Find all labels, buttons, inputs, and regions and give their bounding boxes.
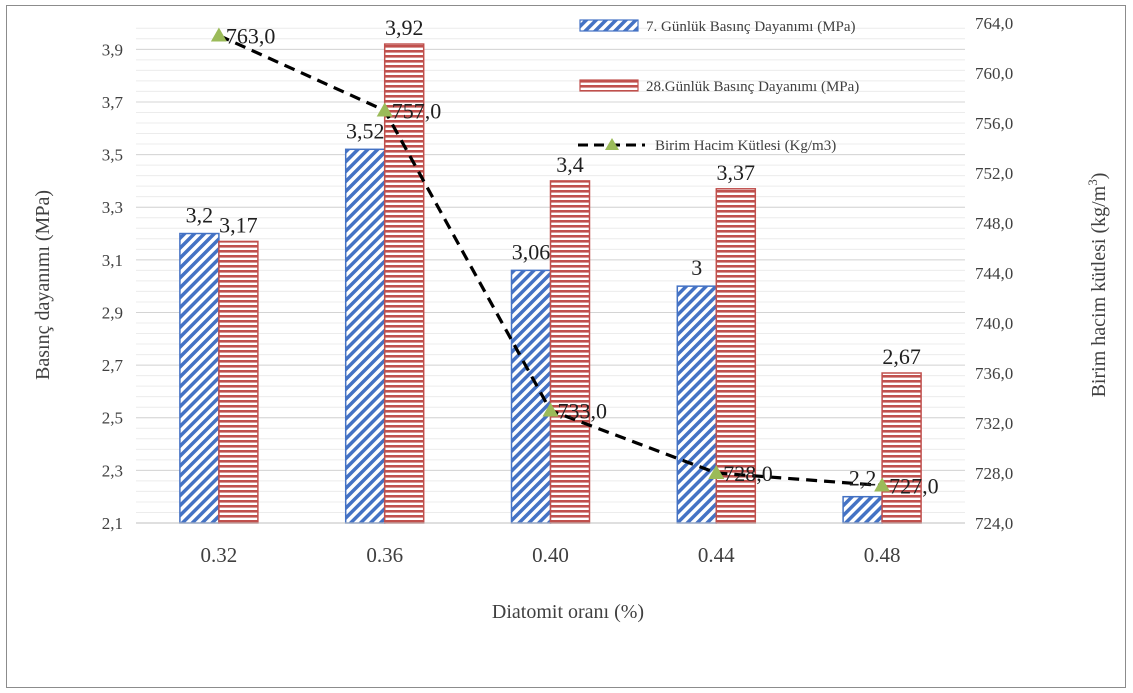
legend-swatch-7-gunluk — [579, 19, 639, 32]
bar-28-gunluk — [881, 372, 922, 524]
bar-28-gunluk — [383, 43, 425, 524]
x-tick-label: 0.32 — [201, 543, 238, 567]
data-label-28-gunluk: 3,17 — [219, 212, 258, 237]
legend-label-28-gunluk: 28.Günlük Basınç Dayanımı (MPa) — [646, 79, 859, 95]
data-label-7-gunluk: 2,2 — [849, 466, 877, 491]
x-tick-label: 0.36 — [366, 543, 403, 567]
legend-label-7-gunluk: 7. Günlük Basınç Dayanımı (MPa) — [646, 19, 856, 35]
y-tick-label: 2,9 — [102, 303, 123, 322]
data-label-birim-hacim: 733,0 — [558, 399, 608, 424]
bars — [179, 43, 922, 524]
line-point-marker — [376, 102, 393, 117]
y2-tick-label: 732,0 — [975, 414, 1013, 433]
line-point-marker — [874, 477, 891, 492]
line-series — [210, 27, 891, 492]
data-label-birim-hacim: 727,0 — [889, 474, 939, 499]
y2-tick-label: 736,0 — [975, 364, 1013, 383]
data-label-7-gunluk: 3,2 — [186, 203, 214, 228]
y-tick-label: 3,1 — [102, 251, 123, 270]
y2-tick-label: 728,0 — [975, 464, 1013, 483]
line-point-marker — [210, 27, 227, 42]
y2-tick-label: 760,0 — [975, 64, 1013, 83]
x-axis-title: Diatomit oranı (%) — [492, 601, 644, 623]
y-tick-label: 3,7 — [102, 93, 124, 112]
bar-28-gunluk — [549, 180, 591, 524]
data-label-28-gunluk: 3,37 — [717, 160, 756, 185]
line-point-marker — [708, 465, 725, 479]
data-label-birim-hacim: 763,0 — [226, 24, 276, 49]
y-tick-label: 2,1 — [102, 514, 123, 533]
y-tick-label: 2,3 — [102, 461, 123, 480]
x-tick-label: 0.44 — [698, 543, 735, 567]
y-tick-label: 3,3 — [102, 198, 123, 217]
bar-7-gunluk — [676, 285, 718, 524]
y2-axis-title: Birim hacim kütlesi (kg/m3) — [1085, 173, 1110, 398]
axes: 2,1 2,3 2,5 2,7 2,9 3,1 3,3 3,5 3,7 3,9 724,0 728,0… — [102, 14, 1014, 567]
data-label-birim-hacim: 757,0 — [392, 99, 442, 124]
data-label-7-gunluk: 3,52 — [346, 118, 385, 143]
y2-tick-label: 748,0 — [975, 214, 1013, 233]
y-axis-title: Basınç dayanımı (MPa) — [32, 190, 54, 380]
data-label-birim-hacim: 728,0 — [723, 461, 773, 486]
y-tick-label: 2,5 — [102, 409, 123, 428]
y-tick-label: 3,5 — [102, 146, 123, 165]
legend-swatch-28-gunluk — [579, 79, 639, 92]
y2-tick-label: 752,0 — [975, 164, 1013, 183]
data-label-28-gunluk: 3,92 — [385, 15, 424, 40]
data-labels: 3,2 3,17 3,52 3,92 3,06 3,4 3 3,37 2,2 2,67 763,0 7… — [186, 15, 939, 498]
y2-tick-label: 744,0 — [975, 264, 1013, 283]
y2-tick-label: 724,0 — [975, 514, 1013, 533]
x-tick-label: 0.40 — [532, 543, 569, 567]
data-label-7-gunluk: 3 — [691, 255, 702, 280]
data-label-28-gunluk: 2,67 — [882, 344, 921, 369]
bar-7-gunluk — [842, 495, 883, 524]
bar-7-gunluk — [344, 148, 386, 524]
data-label-28-gunluk: 3,4 — [556, 152, 584, 177]
y-tick-label: 2,7 — [102, 356, 124, 375]
line-point-marker — [542, 402, 559, 417]
y2-tick-label: 756,0 — [975, 114, 1013, 133]
bar-28-gunluk — [715, 188, 757, 524]
legend: 7. Günlük Basınç Dayanımı (MPa) 28.Günlük… — [578, 19, 859, 154]
y2-tick-label: 764,0 — [975, 14, 1013, 33]
data-label-7-gunluk: 3,06 — [512, 239, 551, 264]
y-tick-label: 3,9 — [102, 40, 123, 59]
x-tick-label: 0.48 — [864, 543, 901, 567]
bar-7-gunluk — [179, 232, 220, 524]
y2-tick-label: 740,0 — [975, 314, 1013, 333]
bar-28-gunluk — [218, 240, 259, 524]
legend-label-birim-hacim: Birim Hacim Kütlesi (Kg/m3) — [655, 138, 836, 154]
legend-swatch-marker — [605, 138, 619, 150]
